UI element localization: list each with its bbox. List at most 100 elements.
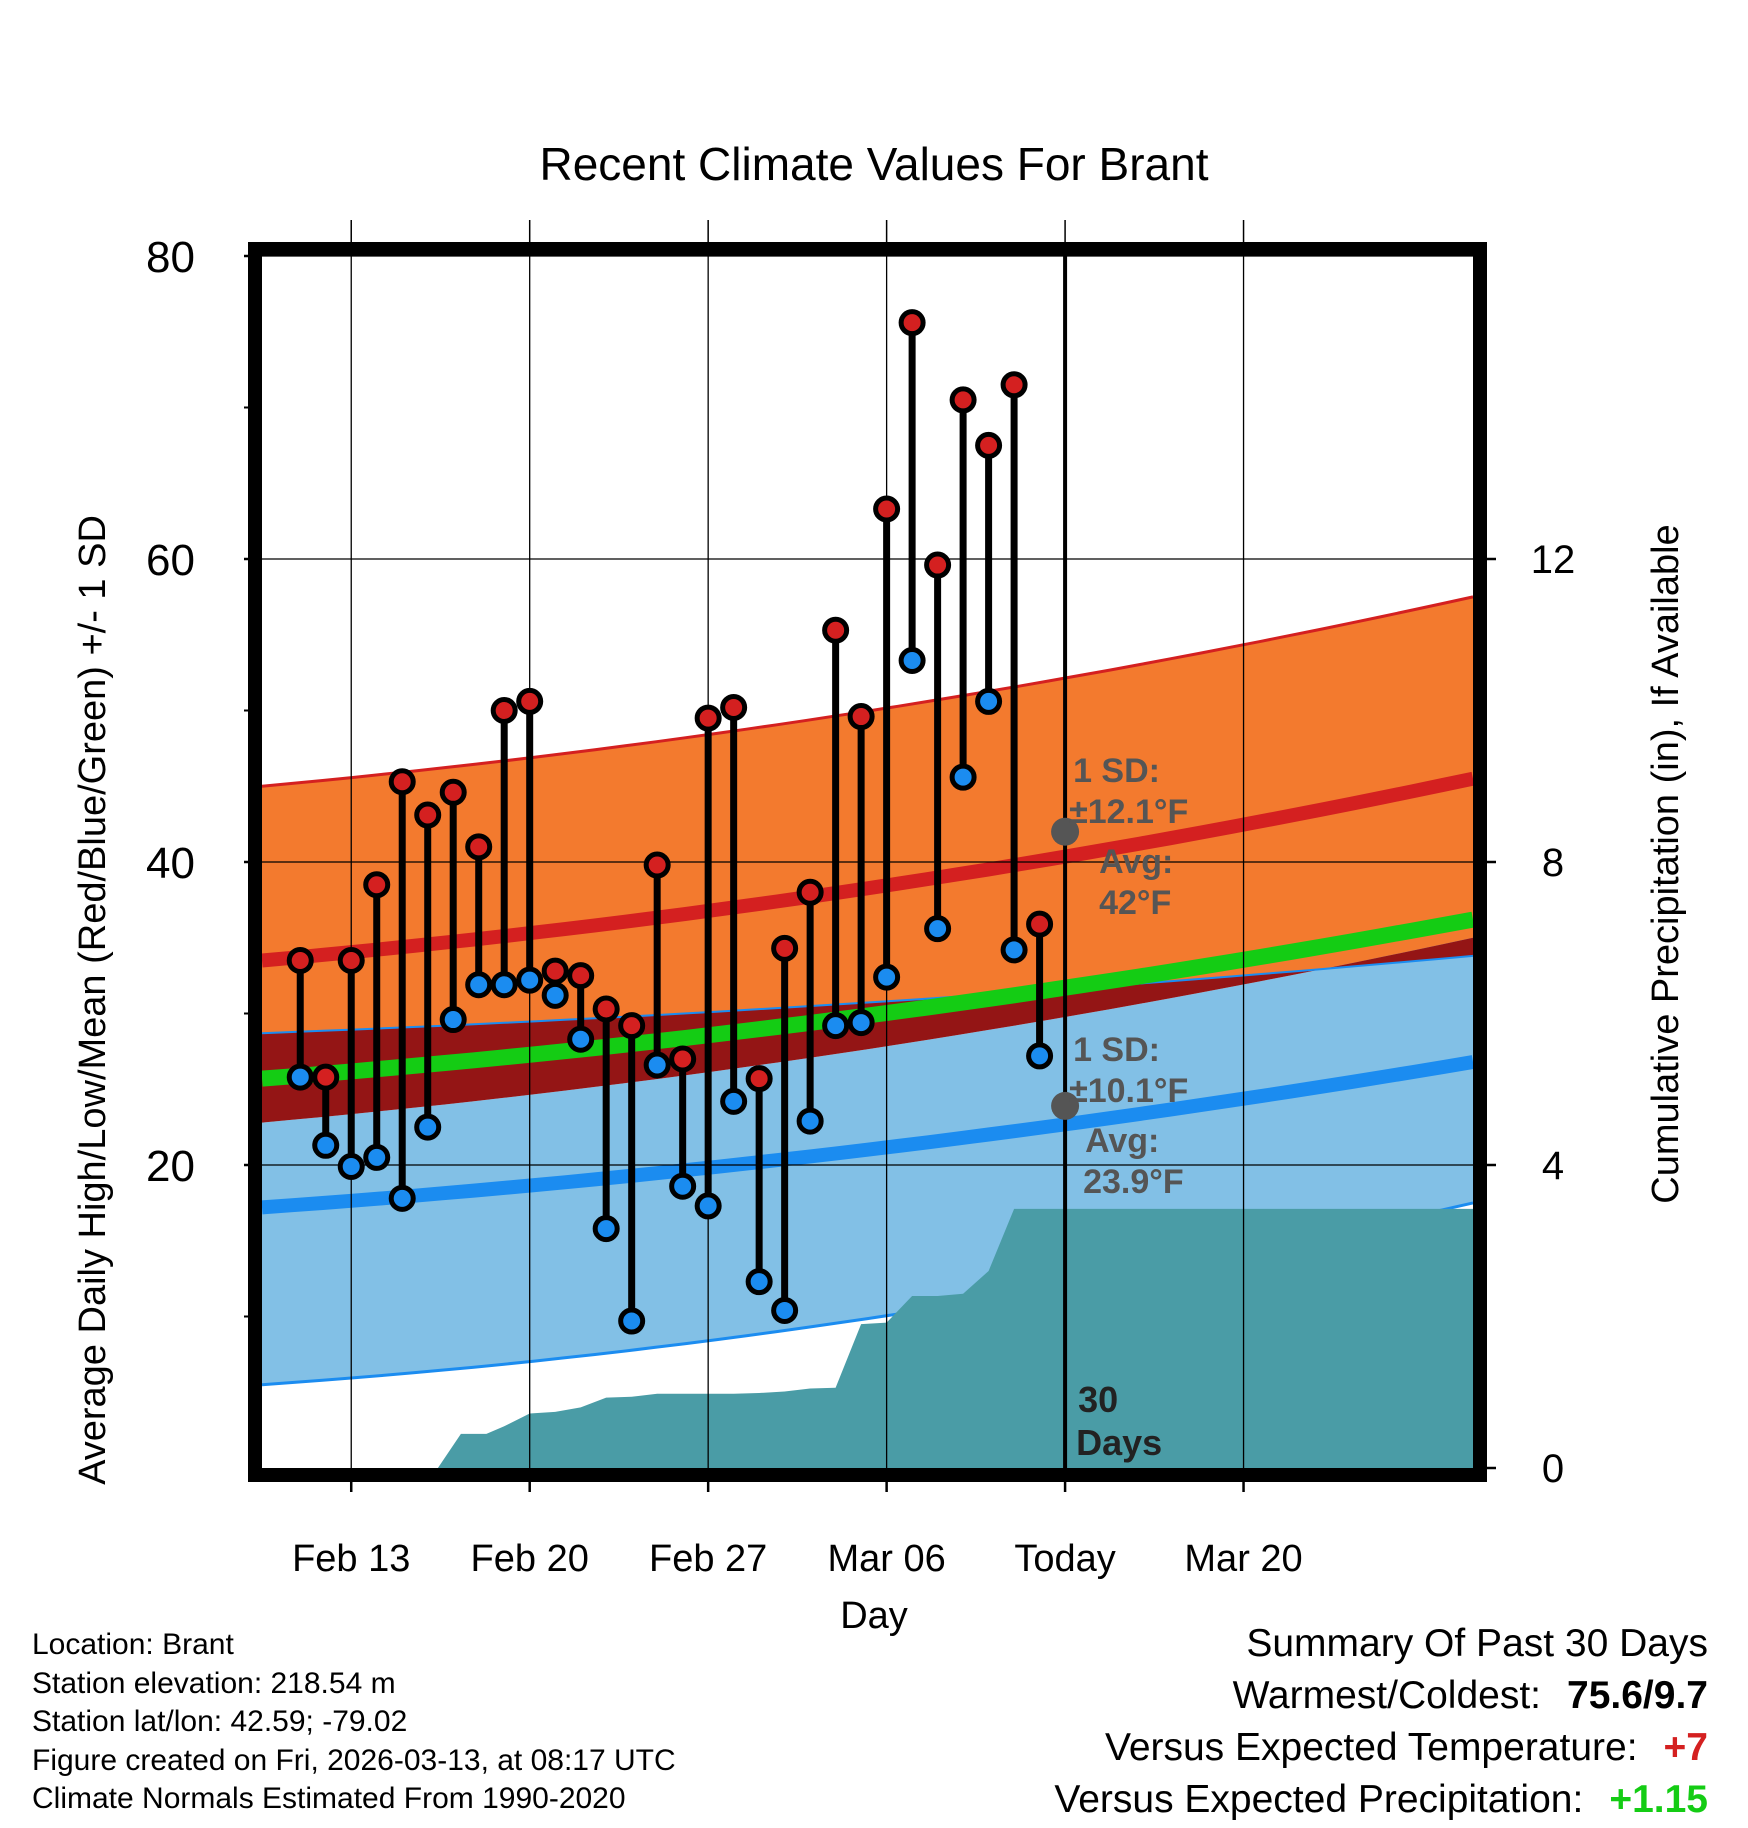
y-tick-label: 80: [146, 233, 195, 282]
daily-low-point: [490, 971, 518, 999]
y-tick-label: 20: [146, 1142, 195, 1191]
precipitation-area: [437, 1208, 1473, 1468]
daily-high-point: [924, 551, 952, 579]
high-sd-value: ±12.1°F: [1069, 793, 1188, 831]
high-average-line: [261, 771, 1475, 968]
high-sd-label: 1 SD:: [1073, 752, 1160, 790]
daily-high-point: [771, 934, 799, 962]
daily-low-point: [694, 1192, 722, 1220]
daily-low-point: [796, 1107, 824, 1135]
daily-high-point: [873, 495, 901, 523]
precip-value: +1.15: [1609, 1778, 1708, 1821]
daily-low-point: [669, 1172, 697, 1200]
daily-low-point: [847, 1009, 875, 1037]
x-tick-label: Feb 27: [649, 1538, 767, 1580]
daily-high-point: [388, 768, 416, 796]
y2-tick-label: 12: [1531, 538, 1576, 582]
daily-low-point: [643, 1051, 671, 1079]
low-average-line: [261, 1055, 1475, 1215]
summary-temp-row: Versus Expected Temperature: +7: [1054, 1722, 1708, 1774]
daily-high-point: [567, 962, 595, 990]
daily-low-point: [337, 1153, 365, 1181]
latlon-text: Station lat/lon: 42.59; -79.02: [32, 1705, 408, 1738]
x-tick-label: Today: [1014, 1538, 1115, 1580]
y-axis-label: Average Daily High/Low/Mean (Red/Blue/Gr…: [72, 515, 114, 1485]
x-axis-label: Day: [840, 1595, 908, 1637]
daily-high-point: [1026, 910, 1054, 938]
x-tick-label: Mar 20: [1184, 1538, 1302, 1580]
daily-high-point: [490, 697, 518, 724]
daily-high-point: [669, 1045, 697, 1073]
daily-high-point: [975, 431, 1003, 459]
daily-low-point: [873, 963, 901, 991]
temp-value: +7: [1663, 1726, 1708, 1769]
y2-tick-label: 8: [1542, 841, 1564, 885]
daily-low-point: [286, 1063, 314, 1091]
period-label-number: 30: [1078, 1379, 1118, 1420]
daily-low-point: [592, 1215, 620, 1243]
daily-low-point: [771, 1296, 799, 1324]
daily-high-point: [618, 1012, 646, 1040]
period-label-days: Days: [1076, 1422, 1162, 1463]
daily-high-point: [337, 946, 365, 974]
summary-panel: Summary Of Past 30 Days Warmest/Coldest:…: [1054, 1618, 1708, 1826]
daily-high-point: [898, 309, 926, 337]
temp-label: Versus Expected Temperature:: [1104, 1726, 1638, 1769]
daily-high-point: [643, 851, 671, 879]
y-tick-label: 40: [146, 839, 195, 888]
daily-high-point: [516, 687, 544, 715]
daily-low-point: [822, 1012, 850, 1040]
daily-high-point: [465, 833, 493, 861]
daily-high-point: [694, 704, 722, 732]
daily-high-point: [822, 616, 850, 644]
daily-high-point: [286, 946, 314, 974]
warmest-label: Warmest/Coldest:: [1232, 1674, 1542, 1717]
summary-title: Summary Of Past 30 Days: [1246, 1622, 1708, 1665]
daily-high-point: [796, 878, 824, 906]
precip-label: Versus Expected Precipitation:: [1054, 1778, 1584, 1821]
location-text: Location: Brant: [32, 1628, 234, 1661]
warmest-value: 75.6/9.7: [1567, 1674, 1708, 1717]
daily-low-point: [388, 1184, 416, 1212]
y2-tick-label: 0: [1542, 1447, 1564, 1491]
x-tick-label: Feb 13: [292, 1538, 410, 1580]
high-avg-value: 42°F: [1099, 884, 1171, 922]
daily-low-point: [949, 763, 977, 791]
low-sd-value: ±10.1°F: [1069, 1072, 1188, 1110]
y2-axis-label: Cumulative Precipitation (in), If Availa…: [1645, 524, 1687, 1203]
daily-low-point: [541, 981, 569, 1009]
daily-low-point: [516, 966, 544, 994]
daily-high-point: [949, 386, 977, 414]
daily-low-point: [439, 1006, 467, 1034]
daily-high-point: [592, 995, 620, 1023]
daily-low-point: [1026, 1042, 1054, 1070]
y-tick-label: 60: [146, 536, 195, 585]
daily-high-point: [847, 703, 875, 731]
daily-low-point: [363, 1143, 391, 1171]
daily-low-point: [898, 647, 926, 675]
x-tick-label: Feb 20: [471, 1538, 589, 1580]
normals-text: Climate Normals Estimated From 1990-2020: [32, 1782, 626, 1815]
daily-low-point: [618, 1307, 646, 1335]
daily-low-point: [567, 1025, 595, 1053]
low-average-marker: [1051, 1091, 1080, 1120]
elevation-text: Station elevation: 218.54 m: [32, 1666, 396, 1700]
daily-low-point: [924, 915, 952, 943]
station-info: Location: Brant Station elevation: 218.5…: [32, 1626, 676, 1819]
daily-high-point: [439, 778, 467, 806]
summary-warmest-row: Warmest/Coldest: 75.6/9.7: [1054, 1670, 1708, 1722]
daily-low-point: [1000, 936, 1028, 964]
low-sd-label: 1 SD:: [1073, 1031, 1160, 1069]
daily-high-point: [541, 957, 569, 985]
daily-high-point: [1000, 371, 1028, 399]
x-tick-label: Mar 06: [827, 1538, 945, 1580]
daily-high-point: [745, 1065, 773, 1093]
summary-precip-row: Versus Expected Precipitation: +1.15: [1054, 1774, 1708, 1826]
high-avg-label: Avg:: [1099, 843, 1173, 881]
daily-high-point: [312, 1063, 340, 1091]
daily-high-point: [414, 801, 442, 829]
daily-high-point: [720, 693, 748, 721]
daily-low-point: [975, 687, 1003, 715]
low-avg-label: Avg:: [1085, 1122, 1159, 1160]
